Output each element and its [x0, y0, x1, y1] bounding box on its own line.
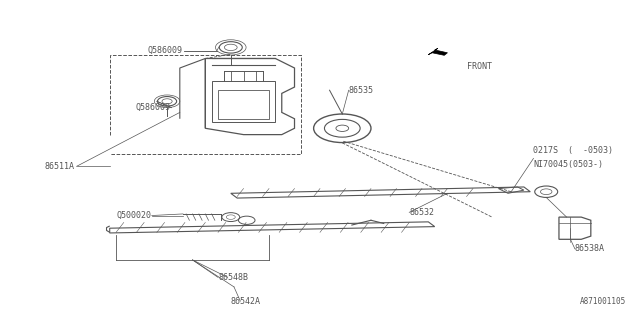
Text: A871001105: A871001105	[580, 297, 626, 306]
Text: Q500020: Q500020	[116, 211, 151, 220]
Text: 0217S  (  -0503): 0217S ( -0503)	[534, 146, 614, 155]
Text: 86532: 86532	[409, 208, 434, 217]
Text: 86548B: 86548B	[218, 273, 248, 282]
Text: Q586009: Q586009	[148, 46, 183, 55]
Text: 86542A: 86542A	[231, 297, 260, 306]
Polygon shape	[428, 48, 447, 55]
Text: 86535: 86535	[349, 86, 374, 95]
Text: Q586009: Q586009	[135, 103, 170, 112]
Text: 86538A: 86538A	[575, 244, 605, 253]
Text: FRONT: FRONT	[467, 62, 492, 71]
Text: NI70045(0503-): NI70045(0503-)	[534, 160, 604, 169]
Text: 86511A: 86511A	[45, 162, 75, 171]
